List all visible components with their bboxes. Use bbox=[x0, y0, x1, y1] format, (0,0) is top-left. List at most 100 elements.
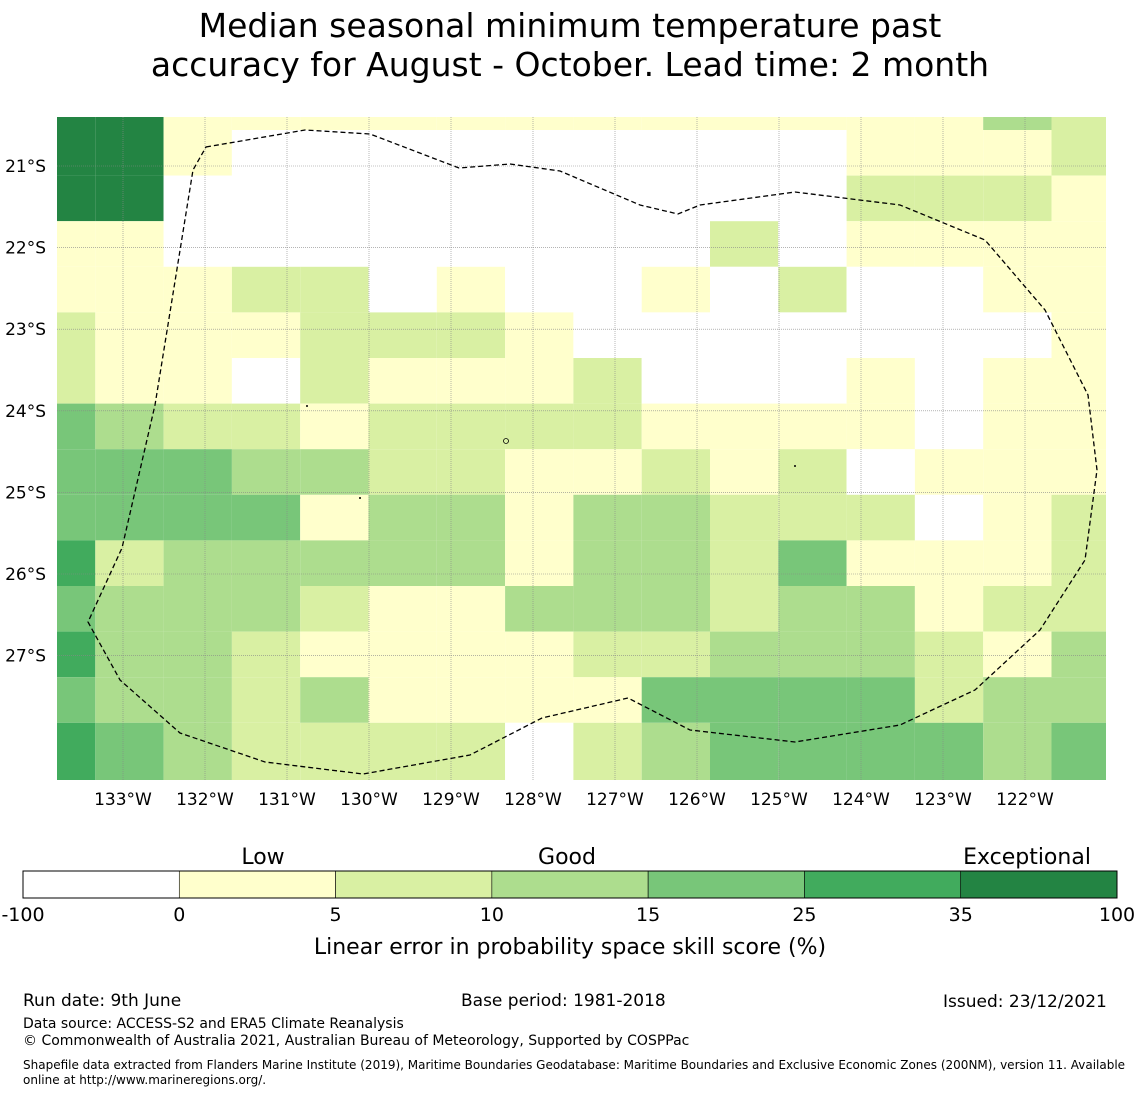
heatmap-cell bbox=[778, 117, 847, 130]
heatmap-cell bbox=[95, 266, 164, 313]
heatmap-cell bbox=[95, 677, 164, 723]
heatmap-cell bbox=[300, 175, 369, 222]
heatmap-cell bbox=[95, 403, 164, 450]
heatmap-cell bbox=[983, 403, 1052, 450]
heatmap-cell bbox=[57, 540, 96, 586]
lon-tick-label: 128°W bbox=[504, 790, 562, 810]
heatmap-cell bbox=[95, 631, 164, 678]
heatmap-cell bbox=[1051, 449, 1106, 495]
heatmap-cell bbox=[231, 358, 301, 404]
heatmap-cell bbox=[300, 358, 369, 404]
heatmap-cell bbox=[505, 175, 574, 222]
heatmap-cell bbox=[163, 449, 232, 495]
lat-tick-label: 25°S bbox=[5, 483, 46, 503]
heatmap-cell bbox=[846, 266, 915, 313]
lon-tick-label: 126°W bbox=[668, 790, 726, 810]
heatmap-cell bbox=[983, 677, 1052, 723]
heatmap-cell bbox=[95, 540, 164, 586]
lat-tick-label: 22°S bbox=[5, 239, 46, 259]
heatmap-cell bbox=[846, 358, 915, 404]
heatmap-cell bbox=[710, 358, 779, 404]
heatmap-cell bbox=[57, 130, 96, 176]
heatmap-cell bbox=[641, 677, 710, 723]
heatmap-cells bbox=[57, 117, 1106, 780]
island-mark bbox=[306, 405, 308, 407]
heatmap-cell bbox=[368, 221, 437, 267]
heatmap-cell bbox=[914, 117, 984, 130]
heatmap-cell bbox=[505, 221, 574, 267]
heatmap-cell bbox=[163, 117, 232, 130]
heatmap-cell bbox=[778, 494, 847, 541]
heatmap-cell bbox=[778, 540, 847, 586]
heatmap-cell bbox=[846, 631, 915, 678]
heatmap-cell bbox=[436, 221, 506, 267]
heatmap-cell bbox=[300, 117, 369, 130]
heatmap-cell bbox=[57, 175, 96, 222]
heatmap-cell bbox=[914, 631, 984, 678]
heatmap-cell bbox=[1051, 586, 1106, 632]
heatmap-cell bbox=[778, 677, 847, 723]
heatmap-cell bbox=[436, 403, 506, 450]
heatmap-cell bbox=[710, 586, 779, 632]
heatmap-cell bbox=[300, 266, 369, 313]
heatmap-cell bbox=[163, 722, 232, 780]
lat-tick-label: 27°S bbox=[5, 647, 46, 667]
heatmap-cell bbox=[300, 403, 369, 450]
heatmap-cell bbox=[231, 494, 301, 541]
heatmap-cell bbox=[846, 175, 915, 222]
heatmap-cell bbox=[573, 494, 642, 541]
heatmap-cell bbox=[846, 586, 915, 632]
heatmap-cell bbox=[57, 677, 96, 723]
heatmap-cell bbox=[641, 130, 710, 176]
latitude-tick-labels: 21°S 22°S 23°S 24°S 25°S 26°S 27°S bbox=[5, 157, 46, 667]
longitude-tick-labels: 133°W 132°W 131°W 130°W 129°W 128°W 127°W 126°W… bbox=[94, 790, 1054, 810]
heatmap-cell bbox=[573, 403, 642, 450]
heatmap-cell bbox=[573, 117, 642, 130]
heatmap-cell bbox=[573, 221, 642, 267]
heatmap-cell bbox=[231, 221, 301, 267]
heatmap-cell bbox=[95, 175, 164, 222]
heatmap-cell bbox=[1051, 358, 1106, 404]
heatmap-cell bbox=[505, 722, 574, 780]
colorbar-tick-label: 15 bbox=[636, 904, 660, 926]
heatmap-cell bbox=[641, 358, 710, 404]
heatmap-cell bbox=[914, 266, 984, 313]
lon-tick-label: 131°W bbox=[258, 790, 316, 810]
heatmap-cell bbox=[641, 312, 710, 358]
lon-tick-label: 127°W bbox=[586, 790, 644, 810]
heatmap-cell bbox=[914, 494, 984, 541]
heatmap-cell bbox=[57, 312, 96, 358]
heatmap-cell bbox=[163, 494, 232, 541]
lat-tick-label: 21°S bbox=[5, 157, 46, 177]
heatmap-cell bbox=[231, 631, 301, 678]
heatmap-cell bbox=[983, 175, 1052, 222]
heatmap-cell bbox=[95, 449, 164, 495]
heatmap-cell bbox=[710, 117, 779, 130]
heatmap-cell bbox=[231, 117, 301, 130]
heatmap-cell bbox=[573, 130, 642, 176]
colorbar-swatch bbox=[804, 870, 962, 899]
lat-tick-label: 24°S bbox=[5, 402, 46, 422]
heatmap-cell bbox=[163, 175, 232, 222]
heatmap-cell bbox=[1051, 117, 1106, 130]
heatmap-cell bbox=[231, 540, 301, 586]
heatmap-cell bbox=[368, 722, 437, 780]
heatmap-cell bbox=[710, 631, 779, 678]
heatmap-cell bbox=[983, 117, 1052, 130]
heatmap-cell bbox=[57, 403, 96, 450]
heatmap-cell bbox=[231, 586, 301, 632]
colorbar-tick-label: 100 bbox=[1099, 904, 1135, 926]
heatmap-cell bbox=[436, 677, 506, 723]
heatmap-cell bbox=[163, 358, 232, 404]
heatmap-cell bbox=[641, 722, 710, 780]
heatmap-cell bbox=[163, 312, 232, 358]
heatmap-cell bbox=[641, 266, 710, 313]
heatmap-cell bbox=[914, 540, 984, 586]
heatmap-cell bbox=[368, 266, 437, 313]
heatmap-cell bbox=[231, 175, 301, 222]
heatmap-cell bbox=[573, 722, 642, 780]
colorbar-swatch bbox=[335, 870, 493, 899]
heatmap-cell bbox=[641, 175, 710, 222]
heatmap-cell bbox=[505, 677, 574, 723]
heatmap-cell bbox=[300, 130, 369, 176]
